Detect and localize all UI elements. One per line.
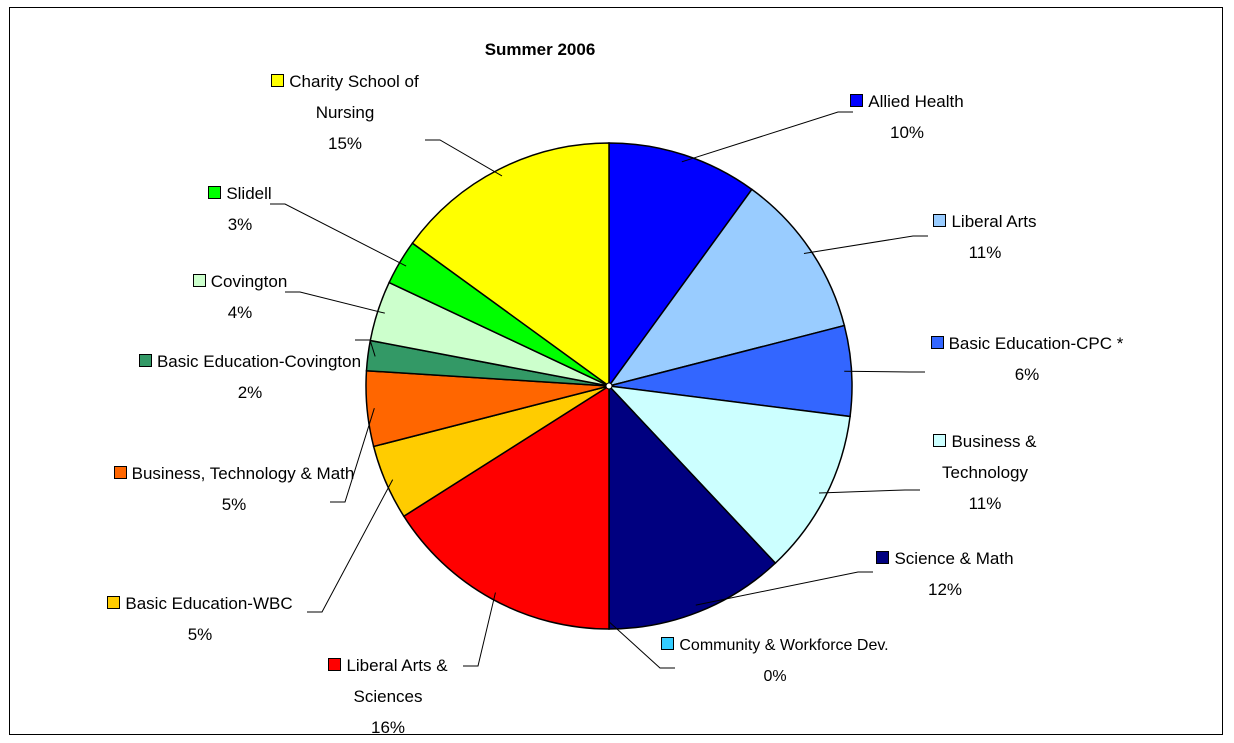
legend-entry: Business & Technology	[898, 426, 1073, 488]
legend-entry: Allied Health	[832, 86, 982, 117]
leader-line	[819, 489, 920, 494]
value-label: 16%	[370, 718, 406, 737]
slice-label: Community & Workforce Dev. 0%	[650, 630, 900, 692]
leader-line	[803, 235, 928, 255]
value-label: 5%	[187, 625, 213, 644]
legend-key	[271, 74, 285, 87]
pie-center	[605, 382, 613, 390]
slice-label: Liberal Arts & Sciences 16%	[301, 650, 476, 743]
slice-label: Allied Health 10%	[832, 86, 982, 148]
slice-label: Basic Education-WBC 5%	[75, 588, 325, 650]
category-name: Basic Education-CPC *	[948, 334, 1124, 353]
category-name: Covington	[210, 272, 288, 291]
legend-entry: Basic Education-CPC *	[908, 328, 1146, 359]
category-name: Charity School of Nursing	[289, 72, 419, 122]
legend-key	[933, 214, 947, 227]
category-name: Slidell	[226, 184, 272, 203]
chart-title: Summer 2006	[484, 40, 596, 59]
slice-label: Slidell 3%	[180, 178, 300, 240]
legend-entry: Charity School of Nursing	[243, 66, 448, 128]
pie-slice	[607, 188, 846, 388]
legend-key	[192, 274, 206, 287]
value-label: 2%	[237, 383, 263, 402]
legend-key	[328, 658, 342, 671]
slice-label: Basic Education-CPC * 6%	[908, 328, 1146, 390]
legend-entry: Basic Education-Covington	[133, 346, 368, 377]
legend-entry: Liberal Arts	[900, 206, 1070, 237]
legend-entry: Basic Education-WBC	[75, 588, 325, 619]
slice-label: Basic Education-Covington 2%	[133, 346, 368, 408]
slice-label: Business, Technology & Math 5%	[102, 458, 367, 520]
leader-line	[330, 408, 375, 503]
value-label: 10%	[889, 123, 925, 142]
value-label: 12%	[927, 580, 963, 599]
category-name: Basic Education-Covington	[156, 352, 362, 371]
legend-key	[850, 94, 864, 107]
leader-line	[425, 139, 503, 177]
legend-key	[138, 354, 152, 367]
slice-label: Science & Math 12%	[850, 543, 1040, 605]
value-label: 0%	[763, 668, 787, 685]
legend-key	[930, 336, 944, 349]
legend-key	[933, 434, 947, 447]
legend-entry: Science & Math	[850, 543, 1040, 574]
legend-key	[876, 551, 890, 564]
value-label: 15%	[327, 134, 363, 153]
legend-key	[107, 596, 121, 609]
leader-line	[285, 291, 385, 314]
slice-label: Liberal Arts 11%	[900, 206, 1070, 268]
value-label: 6%	[1014, 365, 1040, 384]
category-name: Liberal Arts	[951, 212, 1037, 231]
leader-line	[695, 571, 873, 606]
value-label: 4%	[227, 303, 253, 322]
legend-key	[661, 637, 675, 650]
value-label: 11%	[968, 494, 1002, 513]
chart-frame	[9, 7, 1223, 735]
pie-slice	[608, 384, 777, 630]
leader-line	[307, 479, 394, 613]
leader-line	[608, 621, 675, 669]
slice-label: Covington 4%	[160, 266, 320, 328]
category-name: Community & Workforce Dev.	[679, 637, 889, 654]
legend-entry: Business, Technology & Math	[102, 458, 367, 489]
category-name: Science & Math	[894, 549, 1014, 568]
legend-entry: Community & Workforce Dev.	[650, 630, 900, 661]
category-name: Basic Education-WBC	[125, 594, 293, 613]
value-label: 11%	[968, 243, 1002, 262]
pie-slice	[411, 142, 610, 388]
category-name: Liberal Arts & Sciences	[346, 656, 448, 706]
pie-slice	[608, 142, 753, 389]
slice-label: Business & Technology 11%	[898, 426, 1073, 519]
category-name: Allied Health	[868, 92, 964, 111]
legend-entry: Slidell	[180, 178, 300, 209]
category-name: Business, Technology & Math	[131, 464, 355, 483]
category-name: Business & Technology	[941, 432, 1037, 482]
legend-entry: Liberal Arts & Sciences	[301, 650, 476, 712]
value-label: 3%	[227, 215, 253, 234]
value-label: 5%	[221, 495, 247, 514]
pie-slice	[607, 384, 851, 565]
legend-entry: Covington	[160, 266, 320, 297]
slice-label: Charity School of Nursing 15%	[243, 66, 448, 159]
leader-line	[681, 111, 853, 163]
legend-key	[113, 466, 127, 479]
leader-line	[463, 592, 496, 667]
leader-line	[844, 370, 925, 373]
legend-key	[208, 186, 222, 199]
leader-line	[270, 203, 407, 267]
pie-slice	[402, 384, 610, 630]
